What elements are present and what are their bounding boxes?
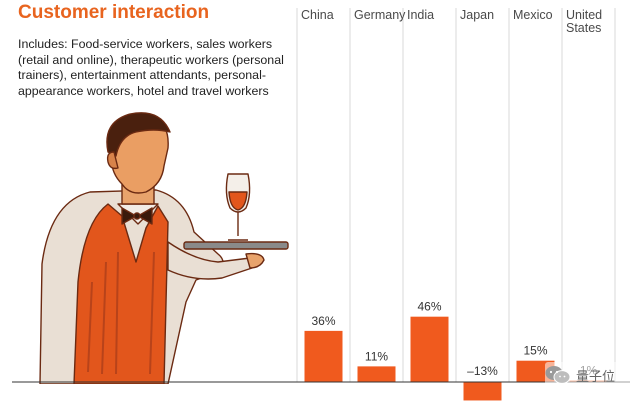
bar-value-label: 36% xyxy=(311,314,335,328)
wechat-icon xyxy=(545,366,571,384)
chart-title: Customer interaction xyxy=(18,2,210,23)
bar-value-label: 11% xyxy=(365,349,388,363)
waiter-with-wine-glass-icon xyxy=(39,112,289,384)
bar xyxy=(304,330,343,382)
chart-description: Includes: Food-service workers, sales wo… xyxy=(18,37,284,98)
bar-value-label: 46% xyxy=(417,300,441,314)
watermark: 量子位 xyxy=(545,362,633,388)
bar xyxy=(410,316,449,382)
watermark-text: 量子位 xyxy=(576,369,616,385)
bar xyxy=(463,382,502,401)
bar xyxy=(357,366,396,382)
category-label: Japan xyxy=(460,8,494,22)
bar-value-label: –13% xyxy=(467,364,498,378)
bar-value-label: 15% xyxy=(523,344,547,358)
category-label: China xyxy=(301,8,334,22)
category-label: India xyxy=(407,8,434,22)
category-label: Germany xyxy=(354,8,406,22)
category-label: United States xyxy=(566,8,602,35)
category-label: Mexico xyxy=(513,8,553,22)
